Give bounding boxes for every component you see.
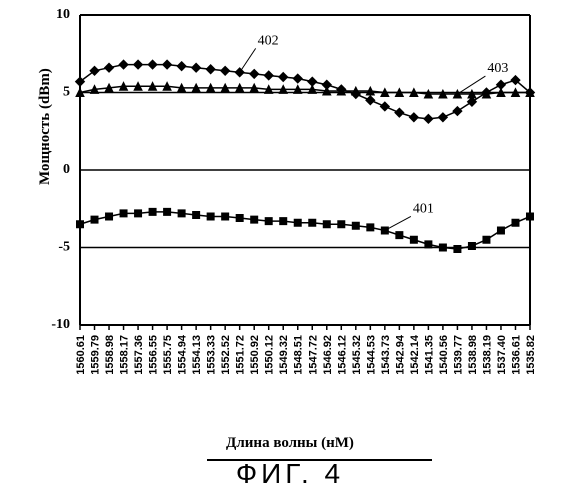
svg-text:1554.94: 1554.94 [177,334,189,375]
svg-text:1546.12: 1546.12 [336,335,348,375]
svg-text:403: 403 [487,61,508,76]
svg-text:401: 401 [413,201,434,216]
figure-label: ФИГ. 4 [35,458,545,490]
svg-text:1542.14: 1542.14 [409,334,421,375]
svg-text:1550.92: 1550.92 [249,335,261,375]
svg-text:1537.40: 1537.40 [496,335,508,375]
svg-text:1559.79: 1559.79 [90,335,102,375]
svg-text:1550.12: 1550.12 [264,335,276,375]
svg-text:1545.32: 1545.32 [351,335,363,375]
svg-text:1556.55: 1556.55 [148,335,160,375]
svg-text:1560.61: 1560.61 [75,335,87,375]
svg-text:1538.19: 1538.19 [481,335,493,375]
svg-text:1558.17: 1558.17 [119,335,131,375]
svg-text:1552.52: 1552.52 [220,335,232,375]
svg-text:-10: -10 [51,317,70,332]
svg-text:1548.51: 1548.51 [293,335,305,375]
svg-text:1535.82: 1535.82 [525,335,537,375]
svg-text:1542.94: 1542.94 [394,334,406,375]
svg-text:1551.72: 1551.72 [235,335,247,375]
x-axis-label: Длина волны (нМ) [35,435,545,452]
svg-text:1546.92: 1546.92 [322,335,334,375]
chart-container: Мощность (dBm) -10-505101560.611559.7915… [35,5,545,495]
svg-text:1553.33: 1553.33 [206,335,218,375]
svg-text:1536.61: 1536.61 [510,335,522,375]
svg-text:1540.56: 1540.56 [438,335,450,375]
svg-text:0: 0 [63,162,70,177]
svg-text:5: 5 [63,85,70,100]
svg-text:1554.13: 1554.13 [191,335,203,375]
svg-text:1558.98: 1558.98 [104,335,116,375]
svg-text:1544.53: 1544.53 [365,335,377,375]
svg-text:1543.73: 1543.73 [380,335,392,375]
svg-text:1538.98: 1538.98 [467,335,479,375]
svg-text:1539.77: 1539.77 [452,335,464,375]
svg-text:1555.75: 1555.75 [162,335,174,375]
svg-text:1547.72: 1547.72 [307,335,319,375]
y-axis-label: Мощность (dBm) [37,68,54,185]
power-vs-wavelength-chart: -10-505101560.611559.791558.981558.17155… [35,5,545,430]
svg-text:10: 10 [56,7,70,22]
svg-text:-5: -5 [58,240,70,255]
svg-text:1541.35: 1541.35 [423,335,435,375]
svg-text:402: 402 [258,33,279,48]
svg-text:1549.32: 1549.32 [278,335,290,375]
svg-text:1557.36: 1557.36 [133,335,145,375]
